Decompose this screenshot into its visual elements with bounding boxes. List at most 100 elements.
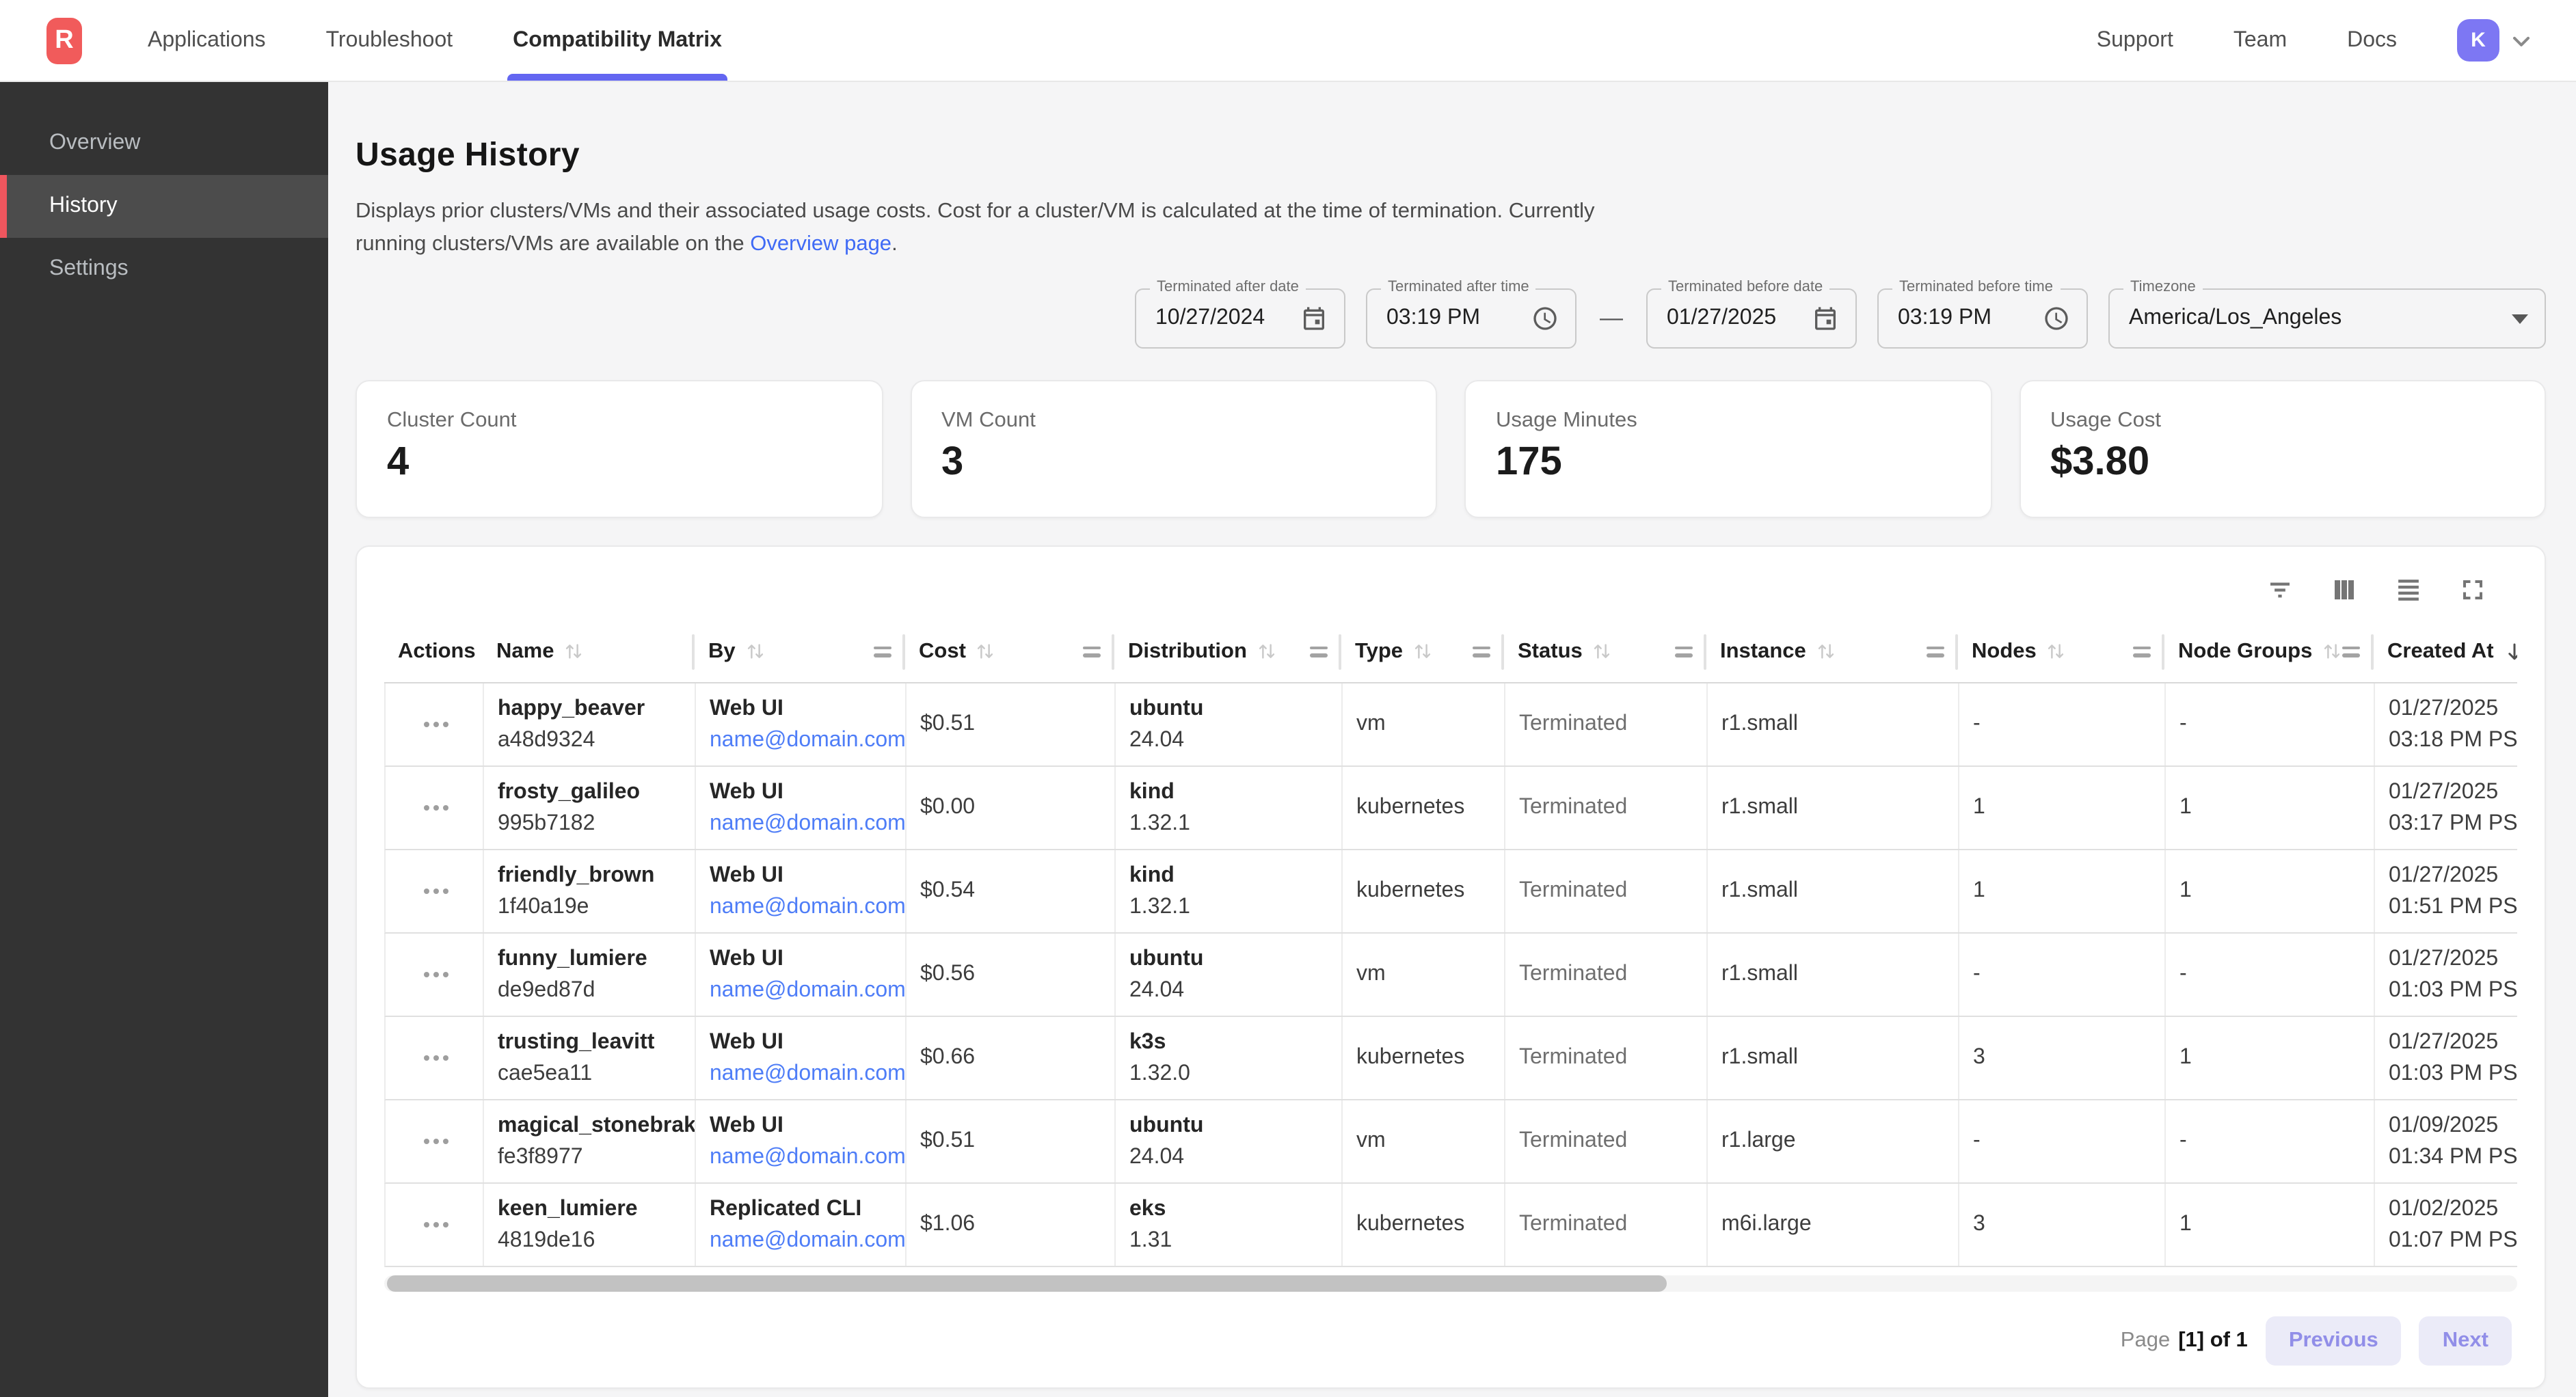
created-time: 01:34 PM PST (2389, 1145, 2517, 1169)
terminated-before-date-field[interactable]: Terminated before date 01/27/2025 (1646, 279, 1857, 349)
nav-tab-troubleshoot[interactable]: Troubleshoot (325, 28, 453, 51)
row-actions-menu-icon[interactable] (420, 880, 451, 902)
created-by-email-link[interactable]: name@domain.com (710, 895, 906, 919)
nav-link-docs[interactable]: Docs (2347, 28, 2397, 51)
row-type-cell: kubernetes (1343, 850, 1505, 933)
cost-value: $0.66 (920, 1046, 976, 1070)
column-menu-icon[interactable] (1674, 646, 1692, 657)
sidebar-item-overview[interactable]: Overview (49, 131, 141, 154)
column-menu-icon[interactable] (1082, 646, 1100, 657)
column-header-instance[interactable]: Instance (1706, 621, 1958, 682)
nav-link-support[interactable]: Support (2096, 28, 2173, 51)
cluster-id: 995b7182 (498, 811, 595, 835)
instance-value: r1.small (1721, 796, 1799, 819)
type-value: vm (1356, 1129, 1386, 1153)
row-instance-cell: r1.small (1708, 934, 1959, 1016)
row-actions-menu-icon[interactable] (420, 1130, 451, 1152)
column-label: Status (1518, 639, 1583, 663)
avatar[interactable]: K (2457, 19, 2499, 62)
column-label: Name (496, 639, 554, 663)
node-groups-value: - (2179, 712, 2187, 736)
distribution-version: 1.32.1 (1129, 811, 1190, 835)
created-by-email-link[interactable]: name@domain.com (710, 1061, 906, 1085)
column-header-distribution[interactable]: Distribution (1114, 621, 1341, 682)
created-by-email-link[interactable]: name@domain.com (710, 728, 906, 752)
created-by-email-link[interactable]: name@domain.com (710, 1145, 906, 1169)
column-header-node-groups[interactable]: Node Groups (2164, 621, 2374, 682)
row-actions-menu-icon[interactable] (420, 714, 451, 735)
row-by-cell: Web UI name@domain.com (696, 767, 907, 850)
row-nodes-cell: - (1959, 683, 2166, 766)
nav-tab-applications[interactable]: Applications (148, 28, 266, 51)
row-cost-cell: $0.51 (907, 683, 1116, 766)
column-menu-icon[interactable] (1926, 646, 1944, 657)
overview-page-link[interactable]: Overview page (750, 232, 892, 256)
column-menu-icon[interactable] (2132, 646, 2150, 657)
horizontal-scrollbar[interactable] (384, 1275, 2517, 1292)
table-row: magical_stonebraker fe3f8977 Web UI name… (384, 1100, 2517, 1184)
status-value: Terminated (1519, 1046, 1628, 1070)
column-header-nodes[interactable]: Nodes (1958, 621, 2164, 682)
terminated-after-time-field[interactable]: Terminated after time 03:19 PM (1366, 279, 1577, 349)
created-by-email-link[interactable]: name@domain.com (710, 1228, 906, 1252)
fullscreen-icon[interactable] (2458, 575, 2487, 603)
table-row: funny_lumiere de9ed87d Web UI name@domai… (384, 934, 2517, 1018)
row-actions-menu-icon[interactable] (420, 1047, 451, 1069)
created-by-source: Web UI (710, 1030, 783, 1054)
account-menu[interactable]: K (2457, 19, 2535, 62)
stat-card-usage-minutes: Usage Minutes 175 (1464, 380, 1991, 519)
column-header-status[interactable]: Status (1504, 621, 1706, 682)
sidebar-item-settings[interactable]: Settings (49, 257, 129, 280)
terminated-after-date-field[interactable]: Terminated after date 10/27/2024 (1135, 279, 1345, 349)
column-header-created-at[interactable]: Created At (2374, 621, 2517, 682)
main-content: Usage History Displays prior clusters/VM… (328, 82, 2576, 1397)
density-icon[interactable] (2394, 575, 2423, 603)
columns-icon[interactable] (2330, 575, 2359, 603)
row-actions-menu-icon[interactable] (420, 797, 451, 819)
replicated-logo[interactable]: R (46, 17, 82, 64)
next-page-button[interactable]: Next (2419, 1316, 2512, 1366)
page-count: [1] of 1 (2178, 1329, 2248, 1353)
column-label: Cost (919, 639, 966, 663)
clock-icon[interactable] (2043, 305, 2070, 332)
cluster-name: frosty_galileo (498, 780, 641, 804)
calendar-icon[interactable] (1300, 305, 1328, 332)
created-by-email-link[interactable]: name@domain.com (710, 978, 906, 1002)
caret-down-icon (2512, 314, 2528, 324)
scrollbar-thumb[interactable] (387, 1275, 1667, 1292)
nav-link-team[interactable]: Team (2233, 28, 2287, 51)
row-instance-cell: r1.small (1708, 850, 1959, 933)
chevron-down-icon[interactable] (2508, 27, 2535, 54)
nav-tab-compatibility-matrix[interactable]: Compatibility Matrix (507, 0, 727, 81)
clock-icon[interactable] (1531, 305, 1559, 332)
filter-icon[interactable] (2266, 575, 2294, 603)
calendar-icon[interactable] (1812, 305, 1839, 332)
cluster-id: de9ed87d (498, 978, 595, 1002)
column-menu-icon[interactable] (1309, 646, 1327, 657)
terminated-before-time-field[interactable]: Terminated before time 03:19 PM (1877, 279, 2088, 349)
distribution-name: kind (1129, 780, 1175, 804)
previous-page-button[interactable]: Previous (2265, 1316, 2402, 1366)
column-menu-icon[interactable] (1472, 646, 1490, 657)
row-actions-menu-icon[interactable] (420, 964, 451, 986)
created-by-email-link[interactable]: name@domain.com (710, 811, 906, 835)
column-menu-icon[interactable] (873, 646, 891, 657)
row-distribution-cell: eks 1.31 (1116, 1184, 1343, 1266)
sidebar-item-history[interactable]: History (0, 175, 328, 238)
column-menu-icon[interactable] (2342, 646, 2361, 657)
sort-updown-icon (2322, 641, 2342, 662)
row-type-cell: vm (1343, 683, 1505, 766)
status-value: Terminated (1519, 712, 1628, 736)
row-actions-menu-icon[interactable] (420, 1214, 451, 1236)
column-header-type[interactable]: Type (1341, 621, 1504, 682)
column-header-cost[interactable]: Cost (905, 621, 1114, 682)
created-date: 01/27/2025 (2389, 780, 2499, 804)
stat-card-usage-cost: Usage Cost $3.80 (2019, 380, 2546, 519)
timezone-select[interactable]: Timezone America/Los_Angeles (2108, 279, 2546, 349)
column-header-name[interactable]: Name (483, 621, 695, 682)
column-header-by[interactable]: By (695, 621, 905, 682)
distribution-version: 24.04 (1129, 978, 1185, 1002)
cluster-id: a48d9324 (498, 728, 595, 752)
distribution-version: 24.04 (1129, 1145, 1185, 1169)
row-by-cell: Replicated CLI name@domain.com (696, 1184, 907, 1266)
